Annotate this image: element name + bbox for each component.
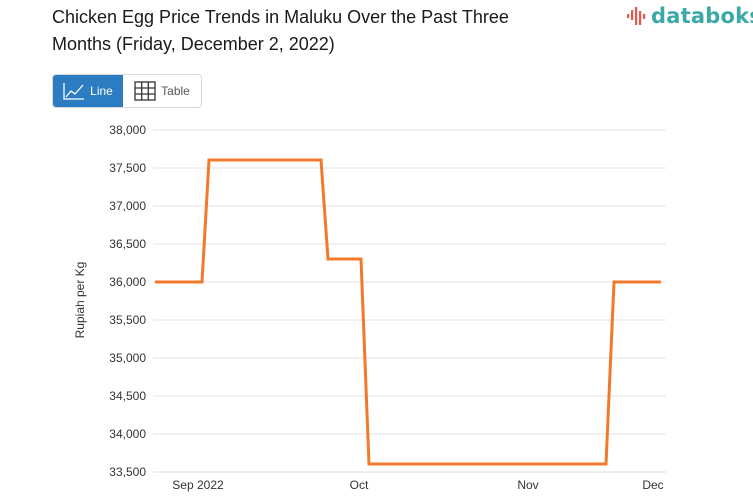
svg-text:38,000: 38,000	[109, 123, 146, 137]
line-view-button[interactable]: Line	[53, 75, 123, 107]
svg-text:Nov: Nov	[517, 478, 538, 492]
line-view-label: Line	[90, 84, 113, 98]
svg-text:33,500: 33,500	[109, 465, 146, 479]
databoks-logo[interactable]: databoks	[626, 4, 753, 28]
svg-text:36,000: 36,000	[109, 275, 146, 289]
table-view-label: Table	[161, 84, 190, 98]
svg-text:34,500: 34,500	[109, 389, 146, 403]
svg-text:37,000: 37,000	[109, 199, 146, 213]
table-view-button[interactable]: Table	[123, 75, 201, 107]
x-axis-ticks: Sep 2022 Oct Nov Dec	[172, 478, 663, 492]
svg-text:35,500: 35,500	[109, 313, 146, 327]
line-chart-icon	[63, 83, 85, 100]
svg-text:35,000: 35,000	[109, 351, 146, 365]
svg-text:Dec: Dec	[642, 478, 663, 492]
page-title: Chicken Egg Price Trends in Maluku Over …	[52, 7, 509, 54]
view-toggle: Line Table	[52, 74, 202, 108]
svg-text:34,000: 34,000	[109, 427, 146, 441]
gridlines	[153, 129, 666, 473]
price-series-line[interactable]	[155, 158, 661, 466]
svg-text:36,500: 36,500	[109, 237, 146, 251]
bar-signal-icon	[627, 7, 646, 25]
svg-text:Sep 2022: Sep 2022	[172, 478, 224, 492]
y-axis-ticks: 38,000 37,500 37,000 36,500 36,000 35,50…	[109, 123, 146, 479]
svg-text:Oct: Oct	[350, 478, 369, 492]
logo-text: databoks	[651, 4, 753, 28]
svg-text:37,500: 37,500	[109, 161, 146, 175]
grid-table-icon	[134, 81, 156, 101]
